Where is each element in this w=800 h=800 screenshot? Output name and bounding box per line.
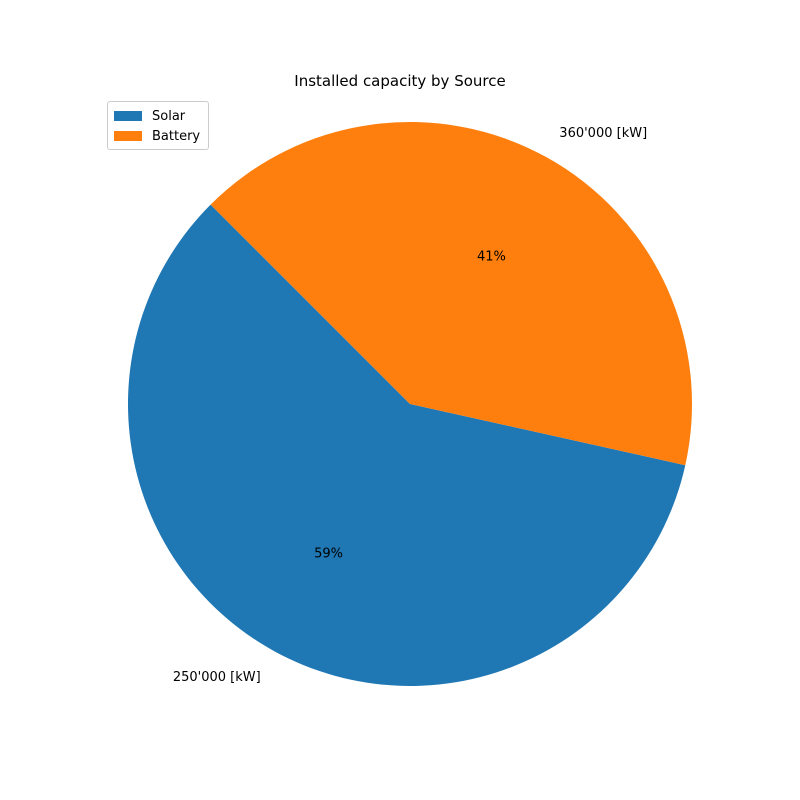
legend-label-battery: Battery xyxy=(152,128,201,144)
legend-label-solar: Solar xyxy=(152,108,186,124)
pct-label-solar: 59% xyxy=(314,546,343,561)
legend: Solar Battery xyxy=(107,101,210,150)
pie-slice-solar xyxy=(127,204,686,687)
legend-swatch-solar xyxy=(114,111,142,121)
chart-title: Installed capacity by Source xyxy=(294,72,506,90)
value-label-solar: 250'000 [kW] xyxy=(173,670,261,685)
pct-label-battery: 41% xyxy=(477,250,506,265)
legend-swatch-battery xyxy=(114,131,142,141)
legend-item-solar: Solar xyxy=(114,106,200,126)
legend-item-battery: Battery xyxy=(114,126,200,146)
pie-slice-battery xyxy=(210,122,692,466)
value-label-battery: 360'000 [kW] xyxy=(559,126,647,141)
